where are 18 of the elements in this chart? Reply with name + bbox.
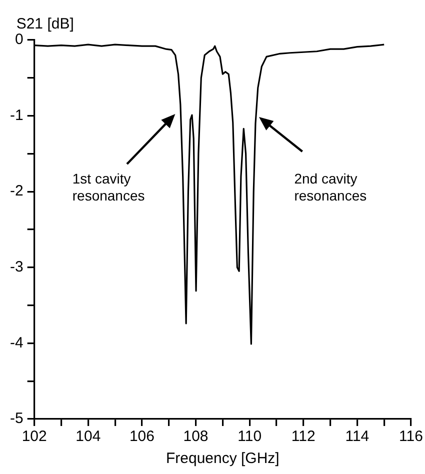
y-tick-label: -5 bbox=[10, 410, 24, 428]
y-tick-label: -3 bbox=[10, 258, 24, 276]
x-tick-label: 104 bbox=[76, 428, 101, 446]
x-tick-label: 108 bbox=[183, 428, 208, 446]
x-tick-label: 102 bbox=[22, 428, 47, 446]
x-tick-label: 110 bbox=[238, 428, 262, 446]
y-axis-title: S21 [dB] bbox=[16, 16, 74, 33]
x-tick-label: 114 bbox=[345, 428, 370, 446]
x-axis-title: Frequency [GHz] bbox=[166, 450, 280, 468]
x-tick-label: 116 bbox=[399, 428, 423, 446]
y-tick-label: -2 bbox=[10, 182, 24, 200]
y-tick-label: 0 bbox=[14, 31, 24, 48]
x-tick-label: 106 bbox=[129, 428, 154, 446]
x-tick-label: 112 bbox=[291, 428, 316, 446]
annotation: 1st cavity resonances bbox=[72, 170, 145, 204]
annotation: 2nd cavity resonances bbox=[294, 170, 367, 204]
y-tick-label: -4 bbox=[10, 334, 24, 352]
y-tick-label: -1 bbox=[10, 106, 24, 124]
